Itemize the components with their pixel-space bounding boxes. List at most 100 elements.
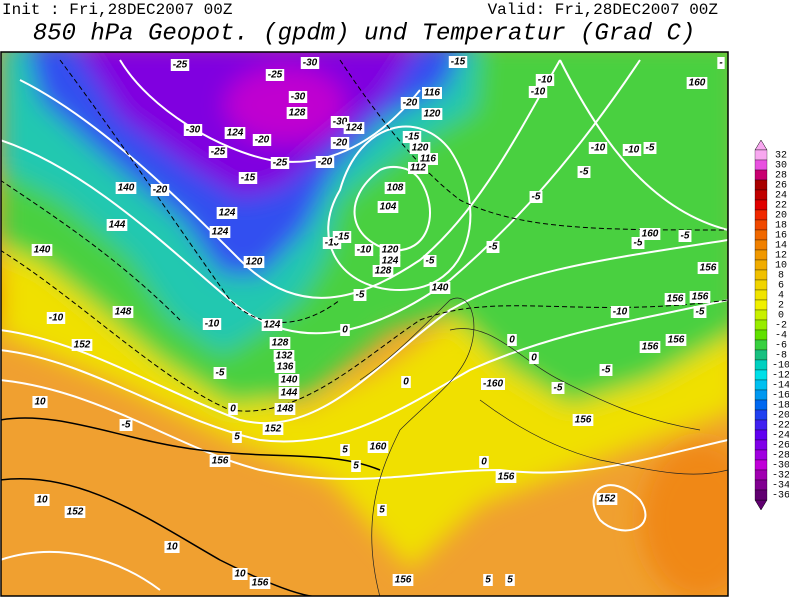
colorbar-label: 6 <box>778 281 784 292</box>
colorbar-label: 26 <box>775 181 787 192</box>
contour-label-bg <box>354 244 374 256</box>
contour-label: 5 <box>234 432 240 443</box>
contour-label: 10 <box>34 397 46 408</box>
contour-label-bg <box>697 262 719 274</box>
contour-label-bg <box>213 367 227 379</box>
colorbar-label: -36 <box>772 491 789 502</box>
colorbar-label: 24 <box>775 191 787 202</box>
contour-label: 128 <box>272 338 289 349</box>
contour-label-bg <box>495 471 517 483</box>
contour-label-bg <box>377 504 387 516</box>
contour-label-bg <box>46 312 66 324</box>
contour-label-bg <box>232 431 242 443</box>
contour-label: -30 <box>303 58 318 69</box>
contour-label: -15 <box>451 57 466 68</box>
contour-label: -20 <box>318 157 333 168</box>
contour-label: 140 <box>281 375 298 386</box>
contour-label-bg <box>112 306 134 318</box>
contour-label-bg <box>340 444 350 456</box>
colorbar-label: -20 <box>772 411 789 422</box>
contour-label: -20 <box>255 135 270 146</box>
contour-label: -15 <box>241 173 256 184</box>
contour-label: 144 <box>109 220 126 231</box>
colorbar-swatch <box>754 349 768 361</box>
contour-label: -5 <box>554 383 563 394</box>
contour-label: 152 <box>74 340 91 351</box>
colorbar-label: -10 <box>772 361 789 372</box>
colorbar-swatch <box>754 359 768 371</box>
contour-label: 160 <box>642 229 659 240</box>
geopotential-contours <box>1 59 728 591</box>
colorbar-label: -6 <box>775 341 787 352</box>
contour-label: 112 <box>410 163 426 174</box>
contour-label: 0 <box>230 404 236 415</box>
contour-label-bg <box>392 574 414 586</box>
contour-label-bg <box>639 228 661 240</box>
contour-label-bg <box>224 127 246 139</box>
contour-label: -5 <box>646 143 655 154</box>
colorbar-swatch <box>754 319 768 331</box>
contour-label: 160 <box>370 442 387 453</box>
contour-label-bg <box>261 319 283 331</box>
contour-label-bg <box>377 201 399 213</box>
contour-label: 156 <box>700 263 717 274</box>
colorbar-label: -16 <box>772 391 789 402</box>
contour-label: 124 <box>227 128 244 139</box>
contour-label-bg <box>209 226 231 238</box>
contour-label: -20 <box>153 185 168 196</box>
contour-label: 148 <box>277 404 294 415</box>
colorbar-swatch <box>754 169 768 181</box>
contour-label-bg <box>300 57 320 69</box>
contour-label: 128 <box>289 108 306 119</box>
contour-label: 120 <box>246 257 263 268</box>
contour-label-bg <box>622 144 642 156</box>
colorbar-label: 16 <box>775 231 787 242</box>
contour-label: -5 <box>489 242 498 253</box>
colorbar-label: -26 <box>772 441 789 452</box>
contour-label: 5 <box>353 461 359 472</box>
contour-label: -5 <box>532 192 541 203</box>
contour-label: -30 <box>291 92 306 103</box>
colorbar-label: 12 <box>775 251 787 262</box>
contour-label: 120 <box>412 143 429 154</box>
contour-label-bg <box>423 255 437 267</box>
contour-label-bg <box>665 334 687 346</box>
contour-label: -5 <box>634 238 643 249</box>
isotherm-lines <box>1 417 381 596</box>
colorbar-label: 20 <box>775 211 787 222</box>
contour-label: -10 <box>625 145 640 156</box>
colorbar-swatch <box>754 189 768 201</box>
contour-label: 144 <box>281 388 298 399</box>
contour-label-bg <box>150 184 170 196</box>
contour-label-bg <box>372 265 394 277</box>
contour-label-bg <box>483 574 493 586</box>
contour-label: 152 <box>67 507 84 518</box>
contour-label-bg <box>480 378 506 390</box>
contour-label-bg <box>689 291 711 303</box>
contour-label: -10 <box>49 313 64 324</box>
colorbar-label: 4 <box>778 291 784 302</box>
contour-label: 156 <box>692 292 709 303</box>
map-title: 850 hPa Geopot. (gpdm) und Temperatur (G… <box>33 20 696 47</box>
contour-label-bg <box>269 337 291 349</box>
contour-label-bg <box>274 403 296 415</box>
colorbar-swatch <box>754 219 768 231</box>
contour-label: -10 <box>531 87 546 98</box>
colorbar-label: -4 <box>775 331 787 342</box>
contour-label-bg <box>31 244 53 256</box>
map-frame <box>0 51 729 597</box>
contour-label: 5 <box>507 575 513 586</box>
contour-label: 124 <box>219 208 236 219</box>
contour-label: 156 <box>667 294 684 305</box>
contour-label: 0 <box>403 377 409 388</box>
contour-label: -10 <box>591 143 606 154</box>
contour-label: -5 <box>696 307 705 318</box>
contour-label: -30 <box>186 125 201 136</box>
contour-label: 10 <box>234 569 246 580</box>
colorbar-bottom-arrow <box>754 499 768 511</box>
contour-label-bg <box>353 289 367 301</box>
contour-label-bg <box>588 142 608 154</box>
colorbar-label: -24 <box>772 431 789 442</box>
contour-label: -5 <box>580 167 589 178</box>
